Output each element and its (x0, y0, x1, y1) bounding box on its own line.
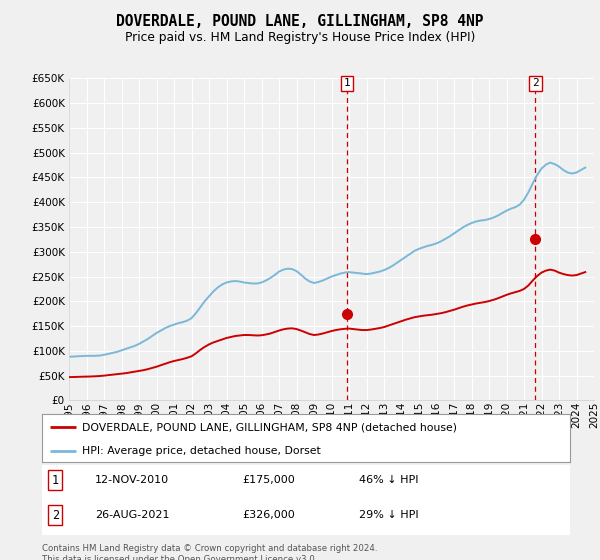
Text: £175,000: £175,000 (242, 475, 295, 485)
Text: 2: 2 (52, 508, 59, 522)
Text: DOVERDALE, POUND LANE, GILLINGHAM, SP8 4NP: DOVERDALE, POUND LANE, GILLINGHAM, SP8 4… (116, 14, 484, 29)
Text: 1: 1 (343, 78, 350, 88)
Text: 12-NOV-2010: 12-NOV-2010 (95, 475, 169, 485)
Text: 46% ↓ HPI: 46% ↓ HPI (359, 475, 418, 485)
Text: 1: 1 (52, 474, 59, 487)
Text: £326,000: £326,000 (242, 510, 295, 520)
Text: Contains HM Land Registry data © Crown copyright and database right 2024.
This d: Contains HM Land Registry data © Crown c… (42, 544, 377, 560)
Text: HPI: Average price, detached house, Dorset: HPI: Average price, detached house, Dors… (82, 446, 320, 456)
Text: 26-AUG-2021: 26-AUG-2021 (95, 510, 169, 520)
Text: DOVERDALE, POUND LANE, GILLINGHAM, SP8 4NP (detached house): DOVERDALE, POUND LANE, GILLINGHAM, SP8 4… (82, 422, 457, 432)
Text: Price paid vs. HM Land Registry's House Price Index (HPI): Price paid vs. HM Land Registry's House … (125, 31, 475, 44)
Text: 2: 2 (532, 78, 539, 88)
Text: 29% ↓ HPI: 29% ↓ HPI (359, 510, 418, 520)
